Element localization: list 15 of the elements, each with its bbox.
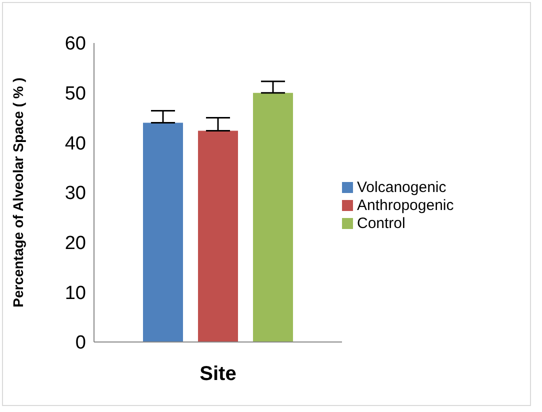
bar [253, 92, 293, 342]
legend-label: Anthropogenic [357, 197, 454, 214]
y-tick-label: 50 [64, 84, 86, 105]
y-tick-label: 0 [75, 332, 86, 354]
y-axis-title: Percentage of Alveolar Space ( % ) [10, 78, 26, 308]
y-tick-label: 40 [64, 133, 86, 154]
legend-label: Control [357, 215, 406, 232]
y-tick-label: 30 [64, 183, 86, 204]
y-tick-label: 20 [64, 233, 86, 254]
y-tick-label: 10 [64, 282, 86, 304]
bar [198, 130, 238, 342]
y-tick-label: 60 [64, 34, 86, 55]
bar [143, 122, 183, 342]
legend-label: Volcanogenic [357, 179, 446, 196]
x-axis-title: Site [200, 363, 236, 385]
